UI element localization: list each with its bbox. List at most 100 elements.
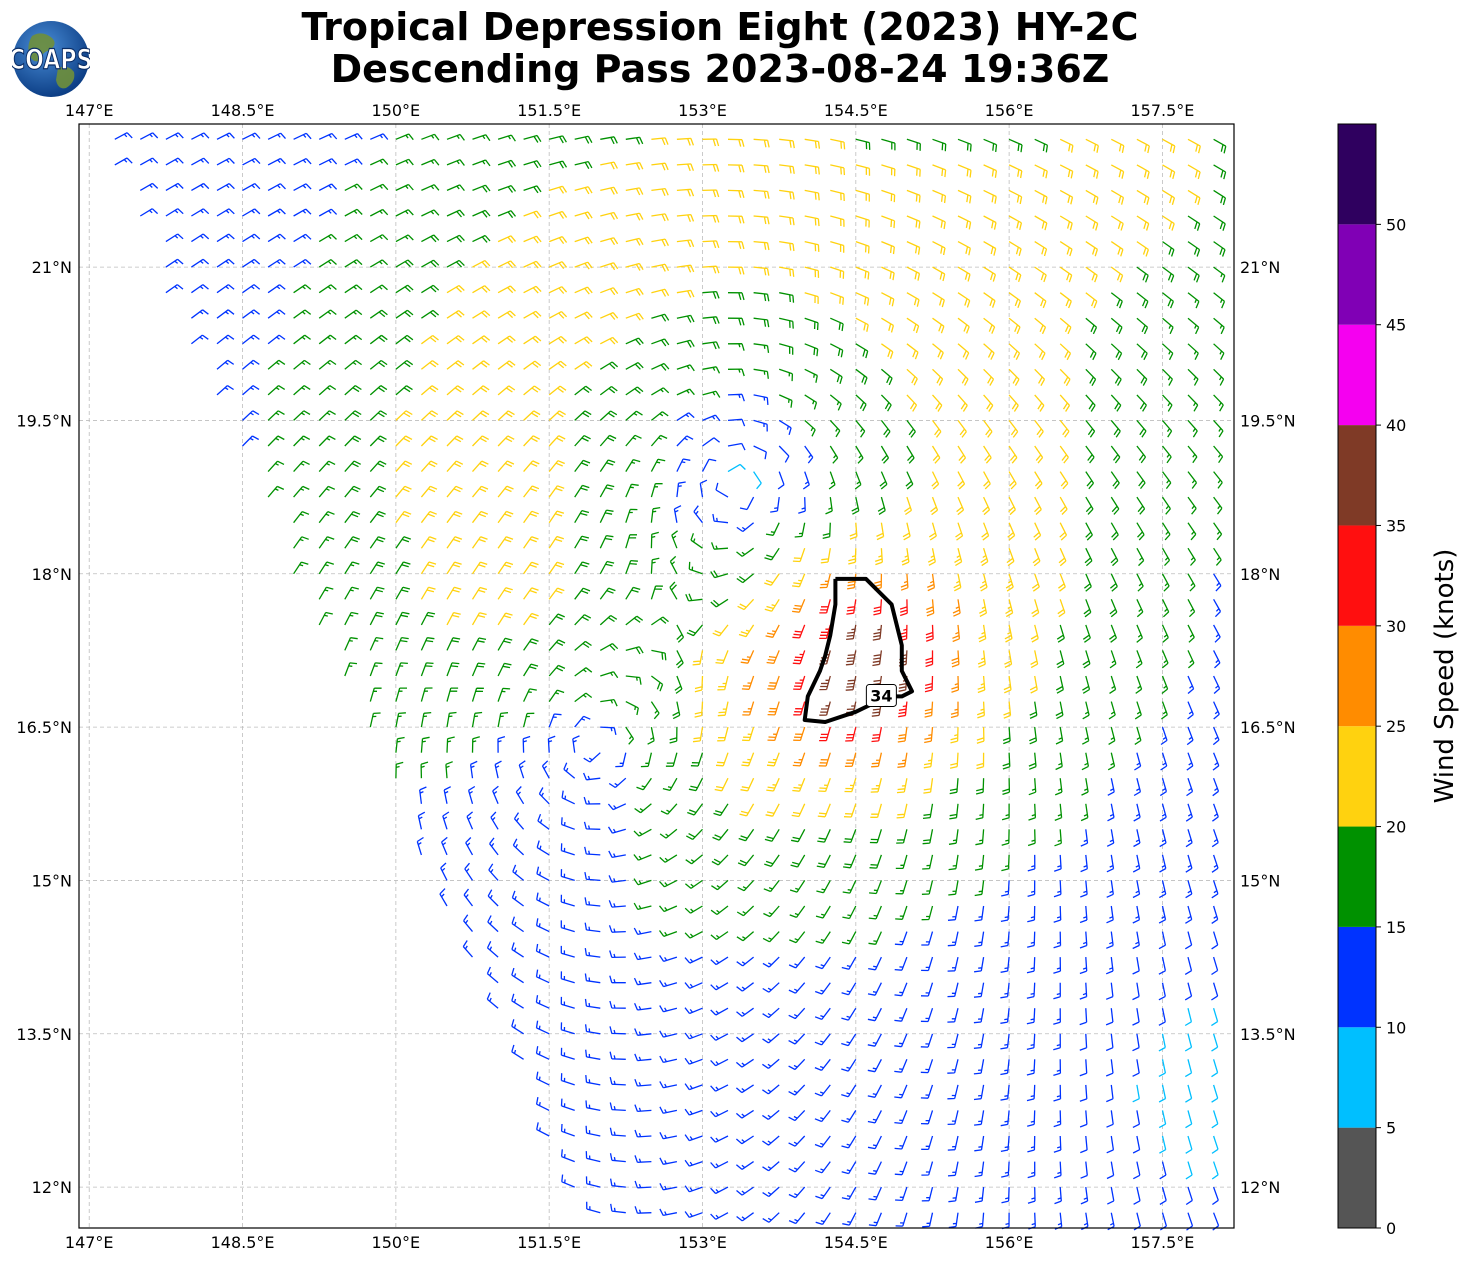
wind-barb [1027, 829, 1036, 847]
wind-barb [1001, 829, 1010, 846]
wind-barb [1184, 956, 1193, 975]
wind-barb [659, 1132, 678, 1140]
wind-barb [523, 485, 540, 498]
wind-barb [1187, 292, 1200, 309]
wind-barb [633, 828, 652, 837]
coaps-logo: COAPS [12, 21, 90, 97]
wind-barb [983, 189, 997, 204]
wind-barb [497, 712, 509, 728]
wind-barb [1008, 343, 1021, 360]
wind-barb [1136, 496, 1146, 515]
wind-barb [881, 164, 896, 177]
wind-barb [710, 1186, 729, 1195]
lat-tick-label-right: 16.5°N [1240, 718, 1296, 737]
wind-barb [1034, 138, 1049, 153]
wind-barb [872, 624, 883, 641]
wind-barb [762, 1186, 780, 1198]
wind-barb [446, 637, 461, 651]
wind-barb [600, 287, 619, 296]
wind-barb [1213, 241, 1226, 257]
wind-barb [536, 840, 550, 856]
wind-barb [486, 992, 499, 1009]
wind-barb [948, 854, 959, 871]
wind-barb [472, 385, 490, 396]
wind-barb [702, 316, 720, 325]
wind-barb [932, 317, 945, 334]
wind-barb [870, 803, 883, 818]
wind-barb [625, 386, 644, 396]
wind-barb [536, 866, 550, 881]
wind-barb [318, 208, 338, 217]
wind-barb [537, 813, 550, 830]
wind-barb [753, 240, 770, 251]
wind-barb [497, 587, 513, 600]
lon-tick-label-bottom: 154.5°E [824, 1233, 888, 1252]
wind-barb [560, 1098, 575, 1112]
wind-barb [1184, 1008, 1193, 1027]
wind-barb [727, 393, 745, 402]
wind-barb [927, 573, 936, 592]
wind-barb [1081, 752, 1090, 771]
wind-barb [1187, 522, 1197, 541]
wind-barb [574, 286, 593, 295]
wind-barb [1106, 829, 1115, 847]
wind-barb [1162, 266, 1175, 283]
wind-barb [548, 613, 565, 626]
wind-barb [949, 778, 959, 795]
wind-barb [1110, 241, 1124, 257]
wind-barb [1054, 1187, 1062, 1205]
wind-barb [894, 1135, 908, 1150]
wind-barb [1084, 547, 1093, 567]
wind-barb [815, 905, 831, 919]
wind-barb [293, 309, 312, 319]
wind-barb [625, 187, 644, 196]
wind-barb [741, 752, 755, 767]
wind-barb [609, 1076, 626, 1086]
wind-barb [421, 209, 440, 217]
wind-barb [344, 586, 359, 600]
wind-barb [1187, 573, 1196, 592]
wind-barb [974, 905, 985, 922]
wind-barb [395, 611, 410, 626]
lon-tick-label-bottom: 157.5°E [1130, 1233, 1194, 1252]
wind-barb [600, 136, 618, 145]
wind-barb [867, 1110, 882, 1124]
wind-barb [395, 410, 413, 421]
wind-barb [1034, 189, 1048, 205]
wind-barb [687, 803, 704, 816]
wind-barb [523, 510, 539, 524]
wind-barb [625, 362, 644, 370]
wind-barb [395, 687, 407, 702]
wind-barb [975, 829, 985, 846]
wind-barb [1059, 343, 1072, 361]
wind-barb [1187, 445, 1198, 464]
wind-barb [710, 931, 729, 941]
wind-barb [1085, 266, 1098, 283]
wind-barb [547, 735, 556, 753]
colorbar-tick-label: 30 [1386, 617, 1406, 636]
wind-barb [242, 233, 261, 243]
wind-barb [736, 1007, 754, 1017]
wind-barb [692, 650, 704, 666]
wind-barb [421, 259, 440, 268]
wind-barb [762, 931, 780, 943]
wind-barb [779, 164, 795, 174]
wind-barb [845, 675, 857, 691]
wind-barb [715, 752, 729, 767]
wind-barb [867, 1007, 882, 1022]
wind-barb [548, 311, 568, 319]
wind-barb [1161, 496, 1171, 515]
wind-barb [1085, 138, 1099, 153]
wind-barb [369, 385, 388, 396]
wind-barb [515, 786, 525, 805]
wind-barb [868, 1212, 883, 1227]
colorbar-tick-label: 10 [1386, 1018, 1406, 1037]
wind-barb [712, 513, 729, 524]
wind-barb [472, 159, 491, 167]
wind-barb [395, 334, 414, 345]
wind-barb [1212, 1186, 1219, 1206]
wind-barb [792, 777, 806, 792]
wind-barb [607, 803, 627, 811]
wind-barb [1132, 1084, 1140, 1103]
wind-barb [318, 183, 338, 191]
